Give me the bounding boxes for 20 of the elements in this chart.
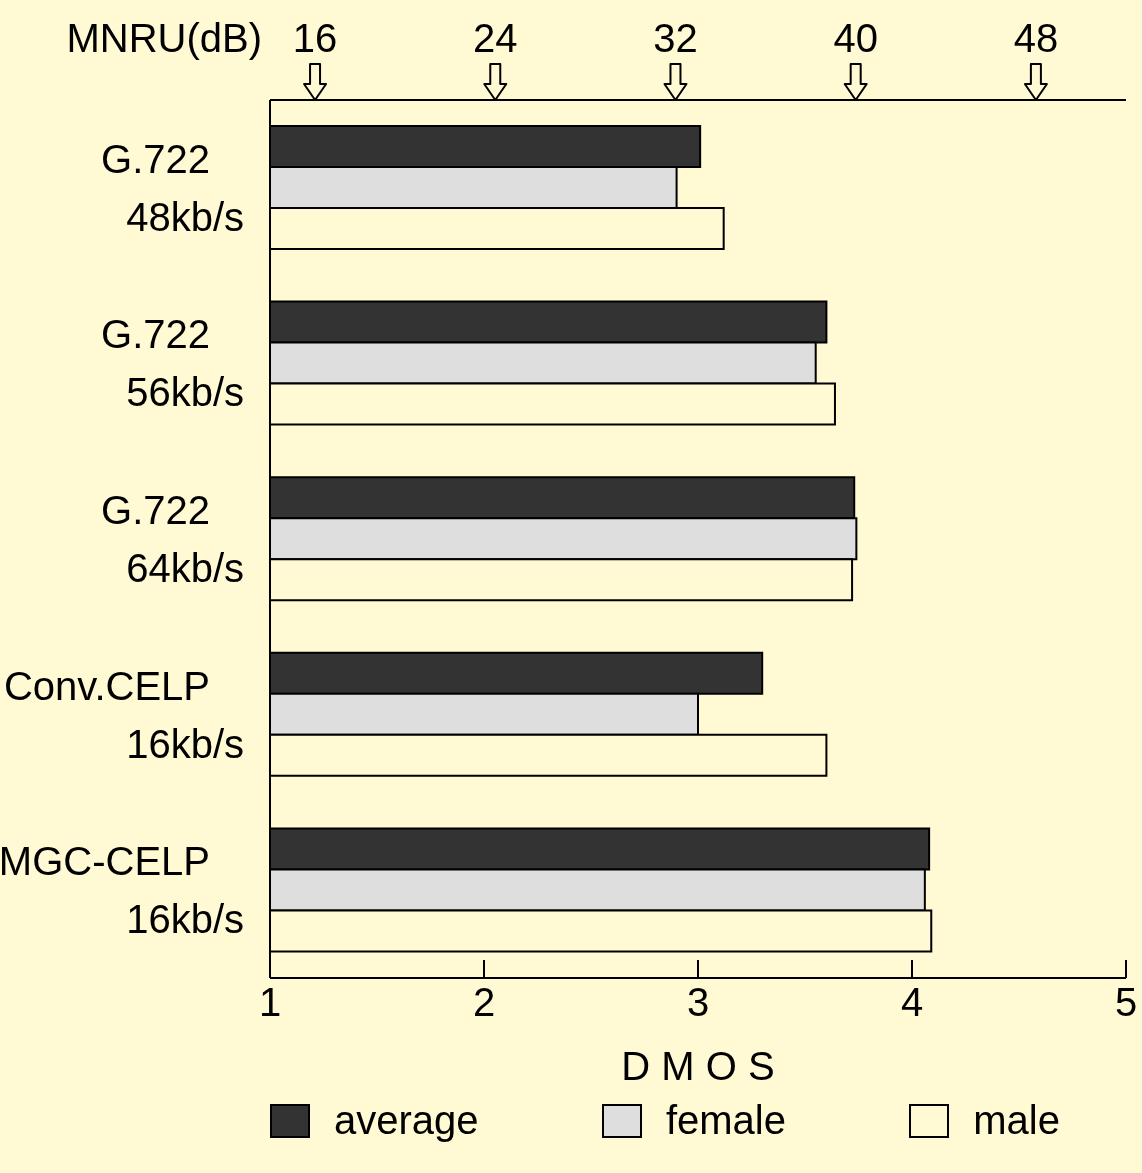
y-tick-label: G.722 48kb/s — [101, 136, 244, 239]
y-tick-label: MGC-CELP 16kb/s — [0, 839, 244, 942]
y-tick-label: G.722 56kb/s — [101, 312, 244, 415]
x2-axis-title: MNRU(dB) — [66, 16, 262, 60]
y-tick-label: Conv.CELP 16kb/s — [3, 663, 244, 766]
legend-label: female — [665, 1098, 786, 1143]
x-tick-label: 4 — [900, 980, 924, 1024]
y-tick-label: G.722 64kb/s — [101, 488, 244, 590]
x-tick-label: 5 — [1114, 980, 1138, 1024]
legend-label: average — [334, 1098, 479, 1143]
x-tick-label: 3 — [686, 980, 710, 1024]
x2-tick-label: 48 — [1013, 16, 1059, 60]
x2-tick-label: 32 — [653, 16, 698, 60]
x2-tick-label: 24 — [473, 16, 518, 60]
x-tick-label: 1 — [258, 980, 282, 1024]
x2-tick-label: 16 — [292, 16, 338, 60]
x-tick-label: 2 — [472, 980, 496, 1024]
legend-label: male — [973, 1098, 1060, 1143]
x2-tick-label: 40 — [833, 16, 878, 60]
x-axis-title: D M O S — [621, 1044, 775, 1088]
